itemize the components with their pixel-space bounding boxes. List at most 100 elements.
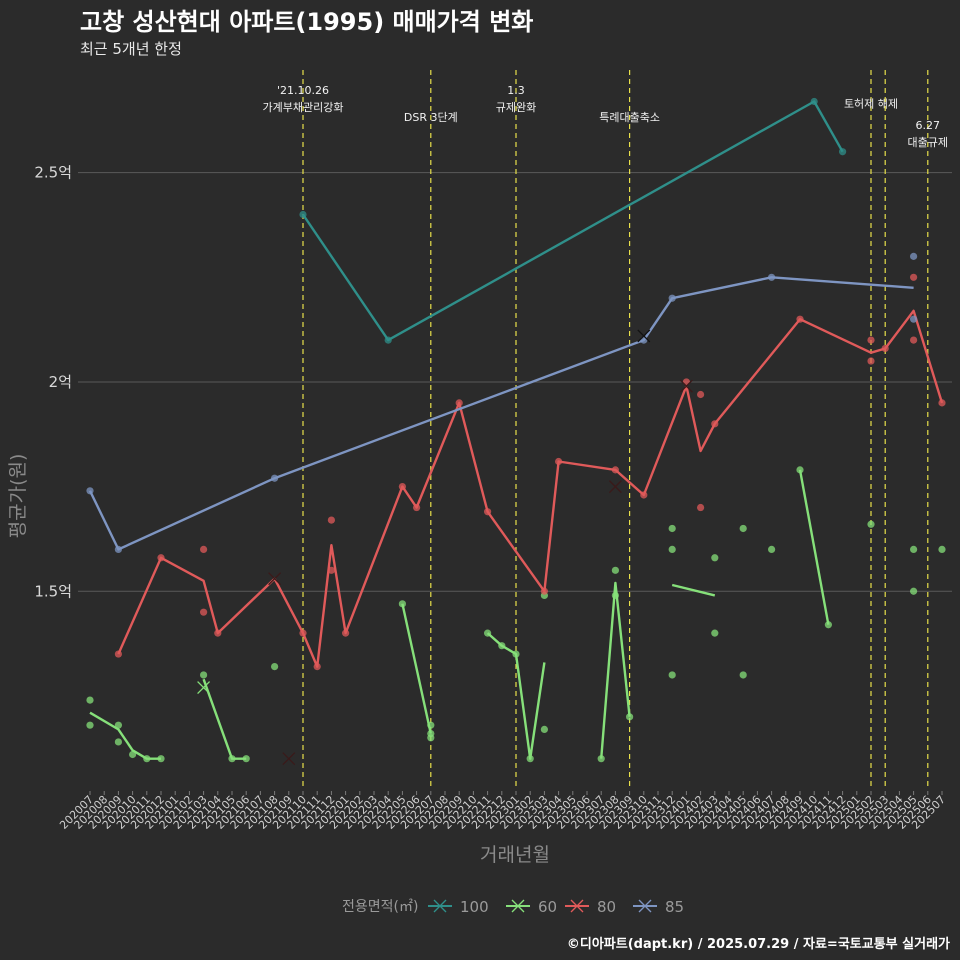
legend: 전용면적(㎡) 100 60 80 85 [342,898,684,916]
legend-label-60: 60 [538,898,557,916]
data-point-85 [114,545,122,553]
data-point-60 [668,524,676,533]
chart-title: 고창 성산현대 아파트(1995) 매매가격 변화 [80,8,533,36]
data-point-60 [114,721,122,729]
data-point-80 [867,336,875,344]
data-point-60 [129,750,137,759]
event-annotation: 가계부채관리강화 [263,101,344,114]
data-point-60 [242,755,250,763]
data-point-60 [157,755,165,763]
data-point-60 [910,545,918,553]
series-80 [114,273,946,766]
data-point-60 [611,591,620,600]
data-point-80 [299,629,307,637]
data-point-85 [768,273,776,281]
legend-key-60 [506,899,530,913]
data-point-80 [910,273,918,281]
y-axis-ticks: 1.5억 2억 2.5억 [34,164,72,601]
data-point-60 [711,554,719,562]
data-point-60 [739,524,747,533]
data-point-60 [86,721,94,729]
data-point-80 [938,399,946,407]
data-point-60 [768,545,776,553]
data-point-80 [342,629,350,637]
data-point-80 [327,566,335,574]
data-point-60 [668,545,676,553]
data-point-60 [540,725,549,733]
data-point-60 [626,713,634,721]
event-annotation: 규제완화 [496,101,536,114]
series-line-60 [600,581,631,759]
legend-label-85: 85 [665,898,684,916]
data-point-80 [697,390,705,399]
y-axis-title: 평균가(원) [7,454,29,539]
event-annotation: '21.10.26 [277,84,329,97]
chart-subtitle: 최근 5개년 한정 [80,40,182,58]
series-100 [299,97,847,344]
data-point-60 [526,755,534,763]
data-point-80 [413,503,421,512]
data-point-60 [938,545,946,553]
data-point-80 [157,554,165,562]
series-85 [86,252,918,553]
legend-key-80 [565,899,589,913]
legend-label-100: 100 [460,898,489,916]
data-point-80 [214,629,222,637]
cross-marker-85 [637,329,651,343]
cross-marker-80 [679,379,693,393]
data-point-60 [484,629,492,637]
series-60 [86,466,946,763]
series-layer [86,97,946,766]
data-point-60 [114,738,122,746]
data-point-60 [427,734,435,742]
data-point-80 [796,315,804,323]
data-point-60 [867,520,875,528]
legend-key-85 [633,899,657,913]
cross-marker-60 [197,681,211,694]
data-point-85 [271,474,279,482]
x-axis-title: 거래년월 [480,844,550,866]
data-point-80 [200,608,208,616]
data-point-100 [299,210,307,219]
data-point-80 [867,357,875,365]
data-point-60 [271,663,279,671]
series-line-60 [798,469,830,625]
series-line-60 [89,711,161,760]
event-annotation: 1.3 [507,84,525,97]
data-point-100 [384,336,392,344]
y-tick-label: 1.5억 [34,582,72,600]
data-point-60 [86,696,94,704]
data-point-60 [611,566,620,574]
data-point-85 [668,294,676,302]
y-tick-label: 2.5억 [34,164,72,182]
data-point-80 [711,420,719,428]
legend-label-80: 80 [597,898,616,916]
data-point-80 [455,399,463,407]
data-point-80 [611,466,620,474]
y-tick-label: 2억 [49,373,72,391]
event-annotation: DSR 3단계 [404,111,458,124]
data-point-80 [697,503,705,512]
data-point-100 [810,97,818,106]
data-point-60 [228,755,236,763]
data-point-80 [313,663,321,671]
cross-marker-80 [268,572,282,586]
data-point-100 [839,148,847,156]
data-point-80 [327,516,335,524]
data-point-60 [711,629,719,637]
event-annotation: 특례대출축소 [599,111,660,124]
series-line-60 [671,583,716,597]
data-point-60 [597,755,605,763]
data-point-80 [200,545,208,553]
cross-marker-80 [608,480,622,494]
grid [78,172,952,592]
data-point-85 [910,252,918,260]
data-point-80 [114,650,122,658]
event-annotation: 대출규제 [908,136,948,149]
cross-marker-80 [282,752,296,766]
data-point-60 [668,671,676,679]
data-point-60 [824,621,833,629]
data-point-60 [512,650,520,658]
